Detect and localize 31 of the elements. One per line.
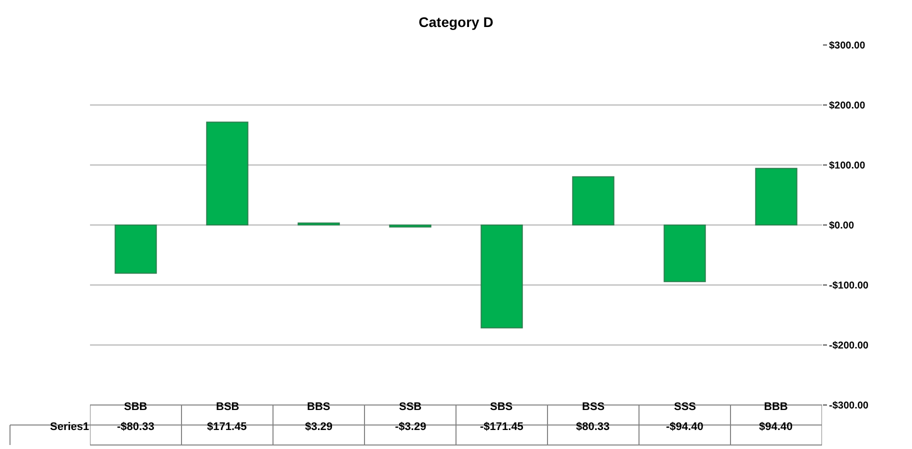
data-label: -$3.29 bbox=[395, 421, 426, 433]
bar bbox=[480, 224, 523, 328]
x-tick-label: SBB bbox=[124, 401, 148, 413]
y-tick-label: $100.00 bbox=[829, 160, 866, 172]
data-label: $3.29 bbox=[305, 421, 333, 433]
data-label: $80.33 bbox=[576, 421, 610, 433]
bar bbox=[572, 176, 614, 226]
data-label: -$80.33 bbox=[117, 421, 154, 433]
data-label: -$171.45 bbox=[480, 421, 524, 433]
x-tick-label: BBB bbox=[764, 401, 788, 413]
data-label: -$94.40 bbox=[666, 421, 704, 433]
y-tick-label: $0.00 bbox=[829, 220, 854, 232]
x-tick-label: BBS bbox=[307, 401, 330, 413]
chart-title: Category D bbox=[418, 14, 494, 30]
y-tick-label: -$100.00 bbox=[829, 280, 869, 292]
x-tick-label: SSS bbox=[674, 401, 696, 413]
y-tick-label: $300.00 bbox=[829, 40, 866, 52]
x-tick-label: SBS bbox=[490, 401, 513, 413]
bar bbox=[755, 168, 798, 226]
bar bbox=[206, 122, 248, 226]
y-tick-label: -$300.00 bbox=[829, 400, 869, 412]
text: Series1 bbox=[50, 421, 90, 433]
bar bbox=[114, 224, 157, 274]
x-tick-label: SSB bbox=[399, 401, 422, 413]
data-label: $94.40 bbox=[759, 421, 793, 433]
x-tick-label: BSB bbox=[216, 401, 240, 413]
bar bbox=[664, 224, 706, 282]
x-tick-label: BSS bbox=[582, 401, 605, 413]
y-tick-label: $200.00 bbox=[829, 100, 866, 112]
y-tick-label: -$200.00 bbox=[829, 340, 869, 352]
data-label: $171.45 bbox=[207, 421, 247, 433]
